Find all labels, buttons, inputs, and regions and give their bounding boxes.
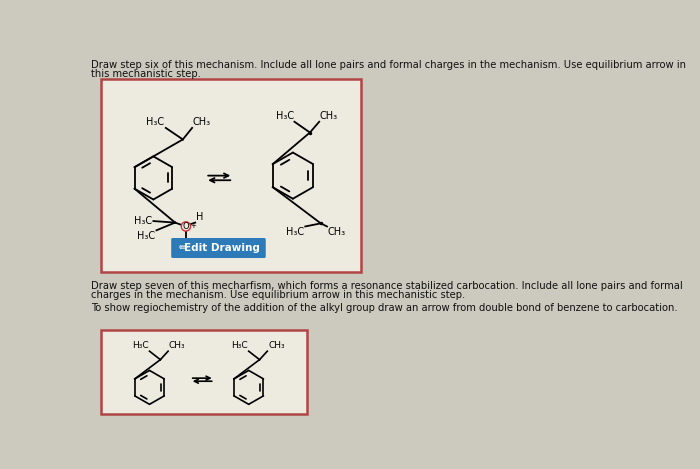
Text: CH₃: CH₃ [268, 341, 285, 350]
Text: O: O [183, 222, 189, 231]
Text: Draw step six of this mechanism. Include all lone pairs and formal charges in th: Draw step six of this mechanism. Include… [90, 60, 685, 70]
FancyBboxPatch shape [172, 238, 266, 258]
Text: H₃C: H₃C [146, 117, 164, 127]
Text: H₃C: H₃C [136, 231, 155, 241]
Text: CH₃: CH₃ [193, 117, 211, 127]
Text: H: H [196, 212, 204, 222]
FancyBboxPatch shape [102, 330, 307, 414]
Text: H₃C: H₃C [134, 216, 152, 226]
Text: +: + [190, 223, 196, 228]
Text: H: H [182, 239, 190, 249]
Text: charges in the mechanism. Use equilibrium arrow in this mechanistic step.: charges in the mechanism. Use equilibriu… [90, 290, 465, 300]
Text: H₃C: H₃C [276, 111, 294, 121]
Text: CH₃: CH₃ [328, 227, 346, 237]
Text: CH₃: CH₃ [320, 111, 338, 121]
Text: CH₃: CH₃ [169, 341, 186, 350]
Text: H₃C: H₃C [286, 227, 304, 237]
FancyBboxPatch shape [102, 79, 361, 272]
Text: this mechanistic step.: this mechanistic step. [90, 68, 200, 79]
Text: To show regiochemistry of the addition of the alkyl group draw an arrow from dou: To show regiochemistry of the addition o… [90, 303, 677, 313]
Text: Edit Drawing: Edit Drawing [183, 243, 260, 253]
Text: H₃C: H₃C [132, 341, 148, 350]
Text: ✏: ✏ [179, 243, 188, 253]
Text: Draw step seven of this mecharfism, which forms a resonance stabilized carbocati: Draw step seven of this mecharfism, whic… [90, 281, 682, 291]
Text: H₃C: H₃C [231, 341, 248, 350]
Circle shape [181, 222, 190, 231]
